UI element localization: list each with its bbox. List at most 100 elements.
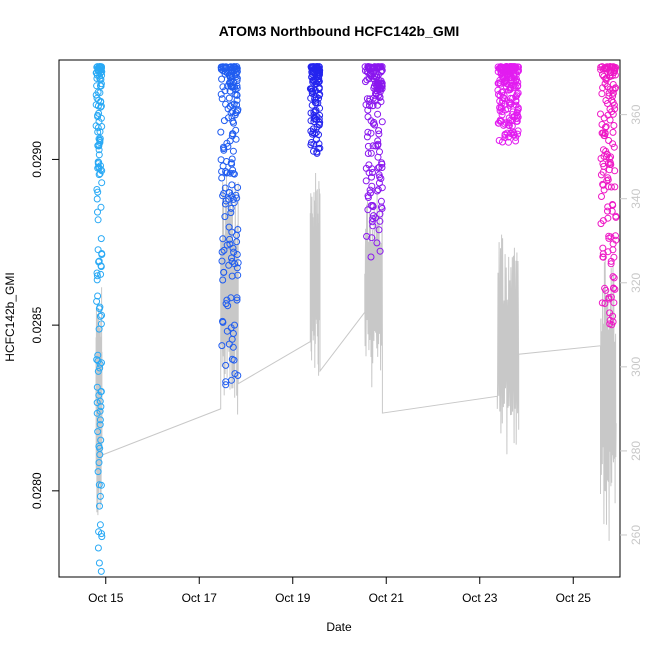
data-point — [229, 64, 236, 72]
data-point — [367, 202, 375, 209]
data-point — [219, 162, 227, 170]
data-point — [513, 90, 521, 98]
data-point — [94, 544, 102, 552]
data-point — [377, 63, 385, 71]
data-point — [97, 203, 105, 211]
data-point — [509, 82, 517, 89]
data-point — [599, 181, 607, 189]
data-point — [362, 177, 370, 185]
data-point — [96, 139, 104, 146]
data-point — [229, 63, 237, 71]
data-point — [94, 208, 101, 216]
data-point — [98, 311, 106, 319]
data-point — [93, 269, 101, 277]
data-point — [218, 257, 226, 265]
data-point — [222, 168, 230, 175]
data-point — [378, 205, 386, 212]
data-point — [218, 342, 226, 350]
data-point — [601, 300, 609, 307]
data-point — [603, 177, 611, 185]
data-point — [607, 153, 615, 161]
data-point — [315, 145, 323, 152]
data-point — [98, 68, 106, 76]
data-point — [372, 142, 380, 150]
x-tick-label: Oct 17 — [182, 591, 218, 605]
data-point — [95, 135, 103, 143]
data-point — [370, 72, 378, 80]
data-point — [313, 113, 321, 121]
data-point — [232, 73, 240, 81]
data-point — [95, 146, 103, 154]
data-point — [98, 533, 106, 541]
data-point — [231, 83, 239, 91]
data-point — [598, 90, 606, 98]
data-point — [308, 139, 315, 146]
data-point — [229, 117, 237, 125]
data-point — [96, 521, 104, 529]
data-point — [503, 129, 511, 137]
data-point — [610, 101, 618, 109]
data-point — [368, 218, 376, 226]
data-point — [367, 129, 375, 137]
series-5 — [494, 63, 522, 146]
data-point — [94, 246, 102, 254]
series-3 — [306, 63, 324, 157]
x-axis-label: Date — [326, 620, 352, 634]
data-point — [378, 118, 386, 126]
data-point — [226, 87, 234, 95]
data-point — [495, 91, 502, 98]
data-point — [219, 192, 227, 200]
data-point — [368, 234, 376, 242]
data-point — [501, 67, 509, 75]
data-point — [377, 77, 385, 85]
data-point — [228, 73, 236, 81]
data-point — [93, 272, 101, 280]
data-point — [363, 133, 371, 141]
data-point — [363, 232, 371, 240]
data-point — [509, 108, 517, 116]
data-point — [97, 102, 105, 110]
data-point — [96, 364, 104, 372]
data-point — [221, 87, 229, 95]
data-point — [366, 186, 374, 194]
y2-tick-label: 340 — [629, 188, 643, 208]
data-point — [220, 117, 228, 125]
data-point — [600, 73, 608, 80]
data-point — [227, 82, 235, 90]
data-point — [374, 153, 382, 161]
data-point — [604, 207, 611, 215]
data-point — [609, 201, 616, 208]
data-point — [599, 250, 607, 258]
x-tick-label: Oct 23 — [462, 591, 498, 605]
data-point — [611, 167, 619, 175]
data-point — [98, 530, 105, 538]
data-point — [93, 195, 101, 203]
data-point — [226, 102, 234, 110]
data-point — [95, 442, 103, 450]
data-point — [217, 90, 225, 98]
data-point — [610, 122, 618, 129]
data-point — [96, 502, 103, 510]
data-point — [514, 66, 522, 73]
y2-tick-label: 320 — [629, 272, 643, 292]
data-point — [220, 146, 228, 154]
data-point — [234, 271, 242, 279]
data-point — [612, 232, 619, 240]
data-point — [377, 98, 385, 106]
data-point — [372, 87, 380, 94]
data-point — [609, 312, 617, 320]
data-point — [95, 151, 103, 159]
data-point — [95, 164, 103, 172]
data-point — [611, 105, 619, 113]
data-point — [96, 451, 104, 459]
data-point — [604, 214, 612, 222]
data-point — [597, 110, 604, 118]
data-point — [367, 117, 375, 125]
data-point — [93, 383, 101, 391]
data-point — [217, 128, 225, 136]
data-point — [611, 285, 619, 293]
data-point — [97, 403, 105, 411]
data-point — [370, 84, 378, 92]
data-point — [611, 85, 619, 93]
data-point — [607, 233, 615, 241]
